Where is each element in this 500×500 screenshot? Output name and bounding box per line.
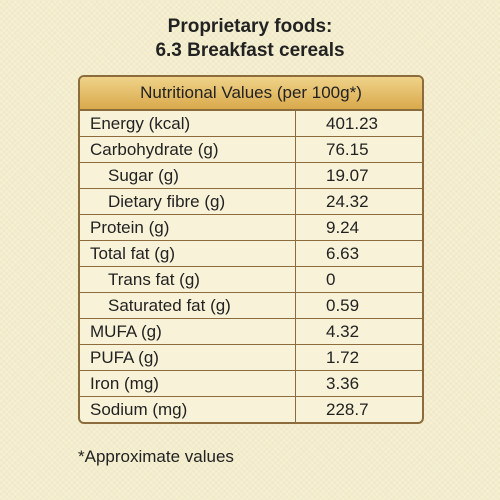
title-line: Proprietary foods: (167, 16, 333, 37)
nutrient-value: 228.7 (326, 400, 369, 419)
table-row: Protein (g) 9.24 (80, 215, 422, 241)
title-line: 6.3 Breakfast cereals (155, 40, 345, 61)
nutrient-label: Sodium (mg) (80, 397, 296, 422)
table-row: Sugar (g) 19.07 (80, 163, 422, 189)
nutrient-label: Saturated fat (g) (80, 293, 296, 318)
nutrient-value: 24.32 (326, 192, 369, 211)
table-body: Energy (kcal) 401.23 Carbohydrate (g) 76.15… (80, 111, 422, 422)
nutrient-value: 76.15 (326, 140, 369, 159)
nutrient-label: Sugar (g) (80, 163, 296, 188)
nutrient-label: MUFA (g) (80, 319, 296, 344)
nutrient-value: 9.24 (326, 218, 360, 237)
footnote: *Approximate values (78, 447, 234, 466)
nutrient-label: Total fat (g) (80, 241, 296, 266)
nutrient-label: Dietary fibre (g) (80, 189, 296, 214)
nutrient-value: 0 (326, 270, 336, 289)
nutrient-value: 4.32 (326, 322, 360, 341)
nutrient-label: PUFA (g) (80, 345, 296, 370)
nutrient-value: 3.36 (326, 374, 360, 393)
nutrient-value: 6.63 (326, 244, 360, 263)
table-row: Saturated fat (g) 0.59 (80, 293, 422, 319)
nutrient-value: 401.23 (326, 114, 378, 133)
nutrient-label: Energy (kcal) (80, 111, 296, 136)
table-row: MUFA (g) 4.32 (80, 319, 422, 345)
table-row: PUFA (g) 1.72 (80, 345, 422, 371)
nutrient-label: Iron (mg) (80, 371, 296, 396)
table-row: Energy (kcal) 401.23 (80, 111, 422, 137)
nutrient-label: Protein (g) (80, 215, 296, 240)
table-row: Trans fat (g) 0 (80, 267, 422, 293)
table-row: Iron (mg) 3.36 (80, 371, 422, 397)
nutrient-value: 1.72 (326, 348, 360, 367)
nutrition-table: Nutritional Values (per 100g*) Energy (k… (78, 75, 424, 424)
nutrient-label: Trans fat (g) (80, 267, 296, 292)
table-heading: Nutritional Values (per 100g*) (80, 77, 422, 111)
nutrient-value: 19.07 (326, 166, 369, 185)
nutrient-label: Carbohydrate (g) (80, 137, 296, 162)
table-row: Total fat (g) 6.63 (80, 241, 422, 267)
nutrient-value: 0.59 (326, 296, 360, 315)
table-row: Carbohydrate (g) 76.15 (80, 137, 422, 163)
table-row: Sodium (mg) 228.7 (80, 397, 422, 422)
table-row: Dietary fibre (g) 24.32 (80, 189, 422, 215)
